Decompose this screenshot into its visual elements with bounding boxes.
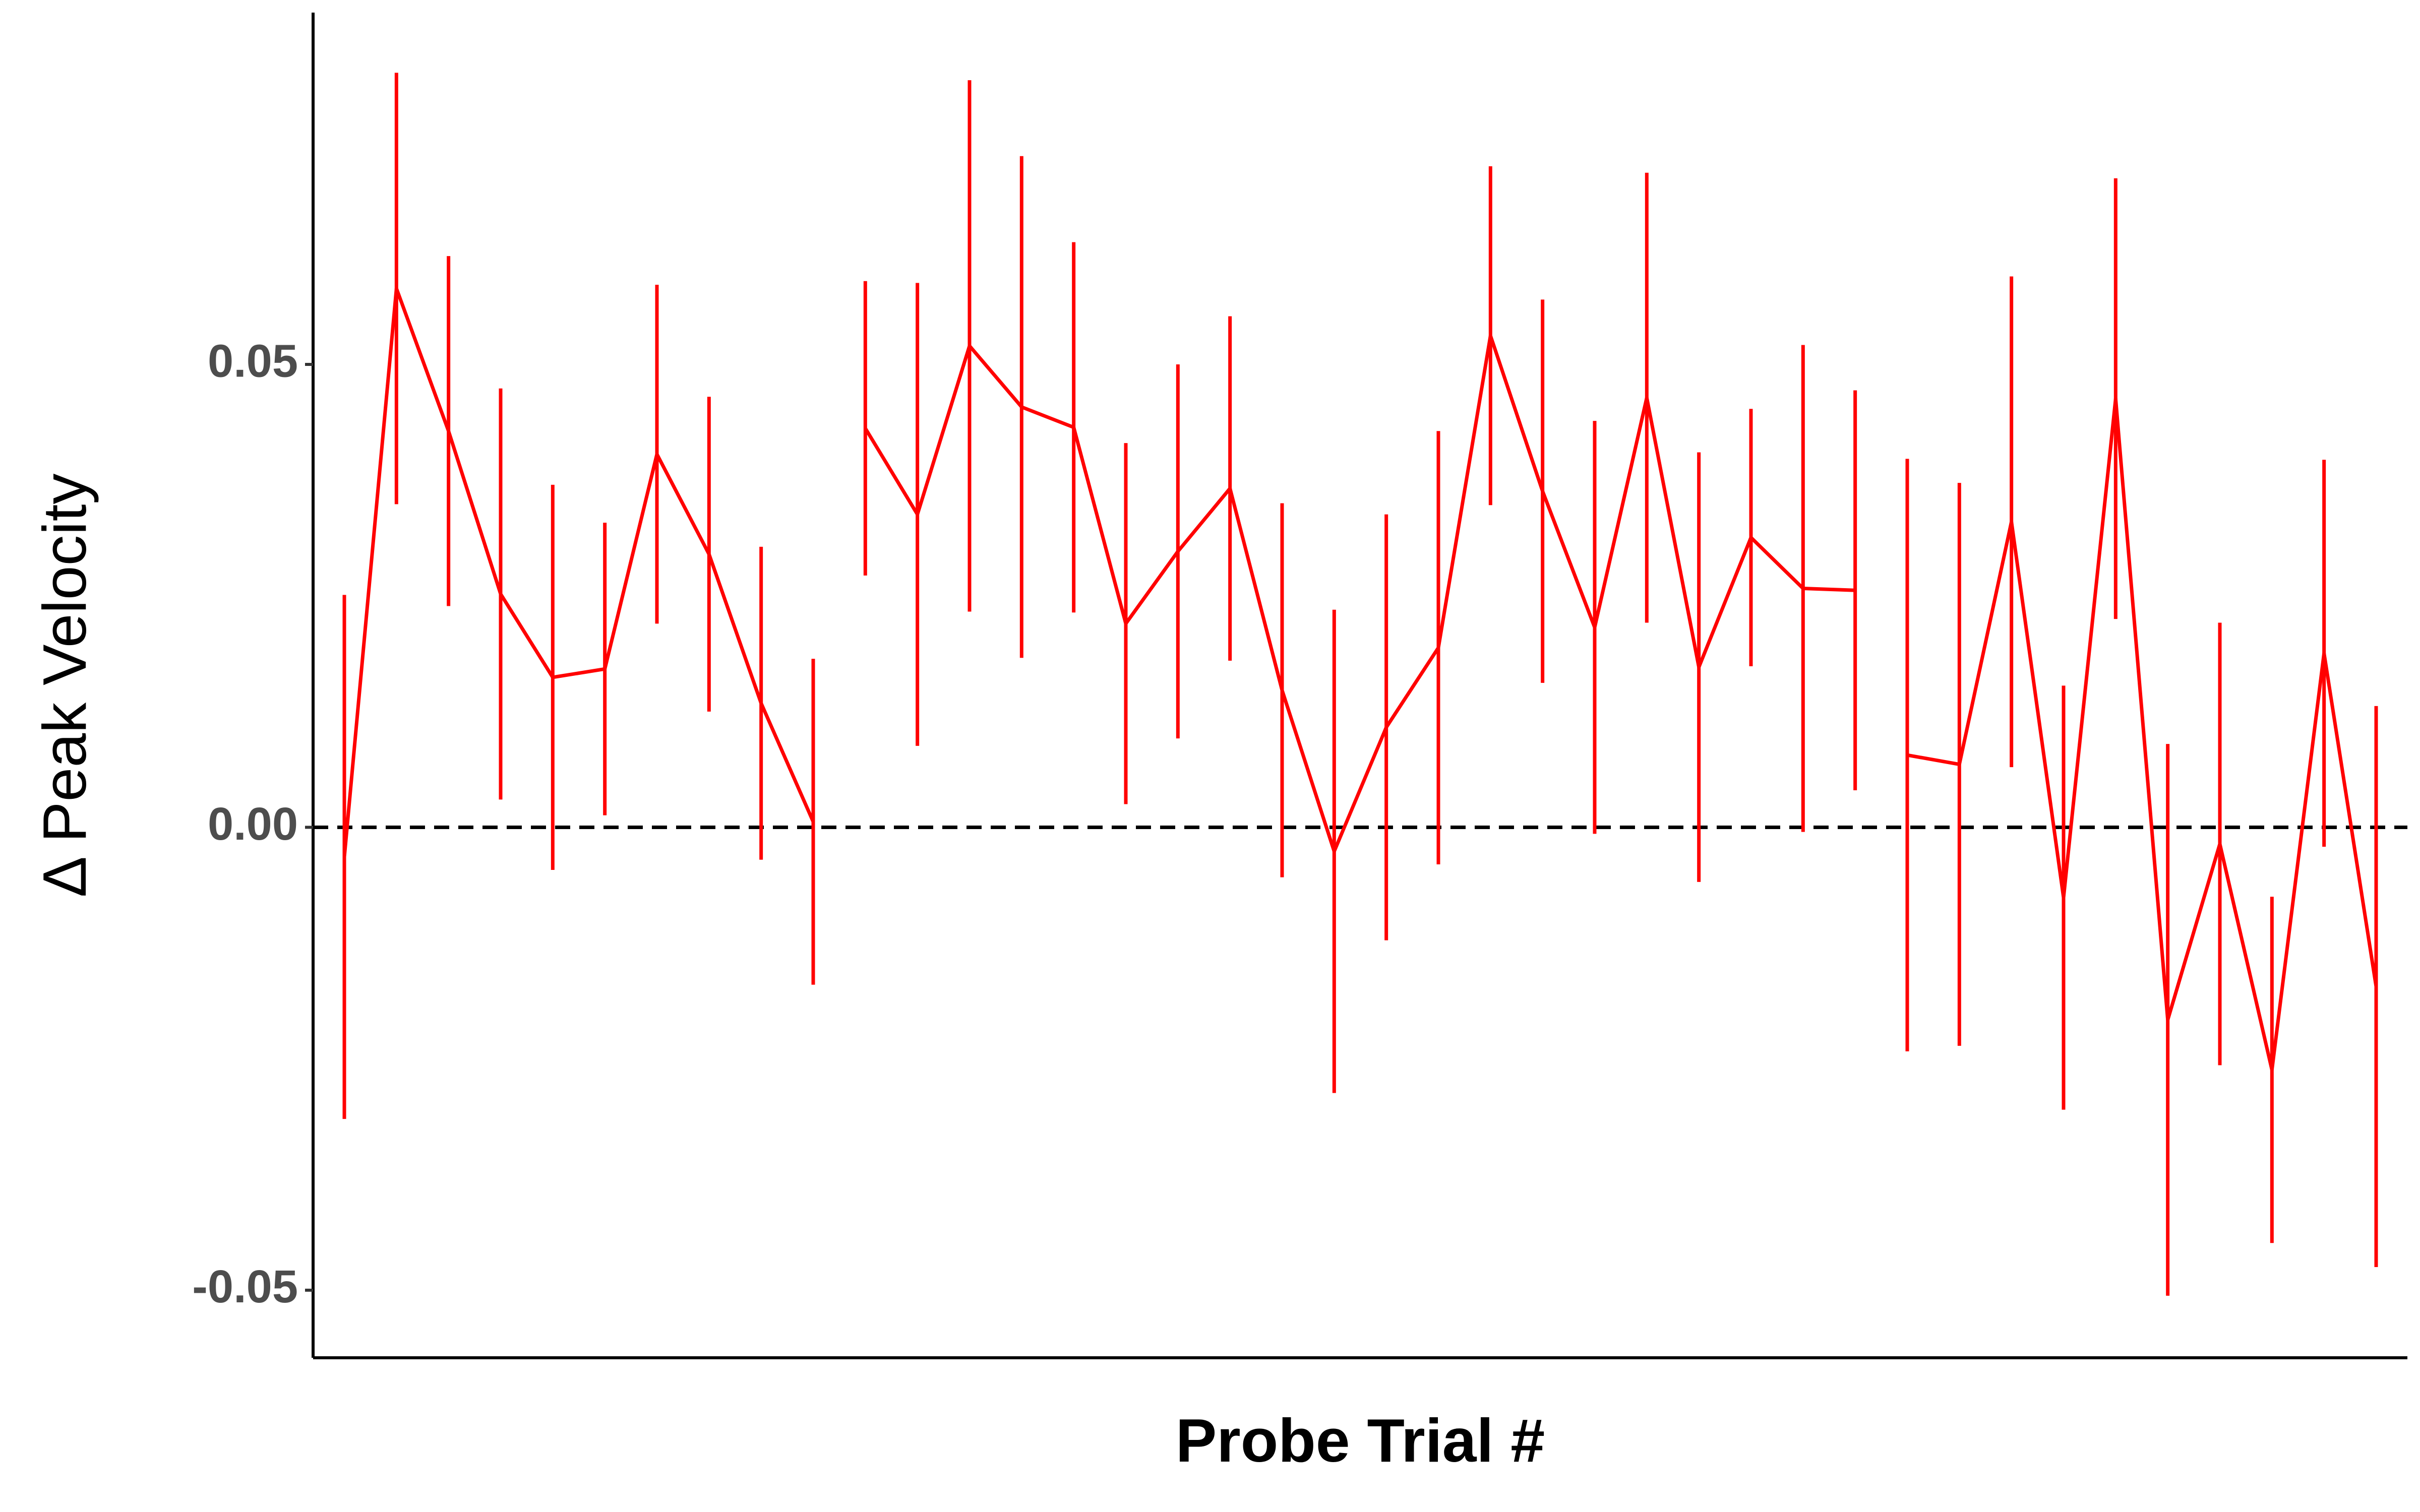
y-tick-label: 0.05 xyxy=(208,335,298,387)
data-line xyxy=(342,286,815,857)
y-axis-title: Δ Peak Velocity xyxy=(30,473,99,897)
y-tick-label: 0.00 xyxy=(208,798,298,850)
data-line xyxy=(1907,397,2378,1072)
data-line xyxy=(864,334,1855,853)
x-axis-title: Probe Trial # xyxy=(1176,1406,1545,1475)
y-tick-label: -0.05 xyxy=(192,1261,298,1312)
